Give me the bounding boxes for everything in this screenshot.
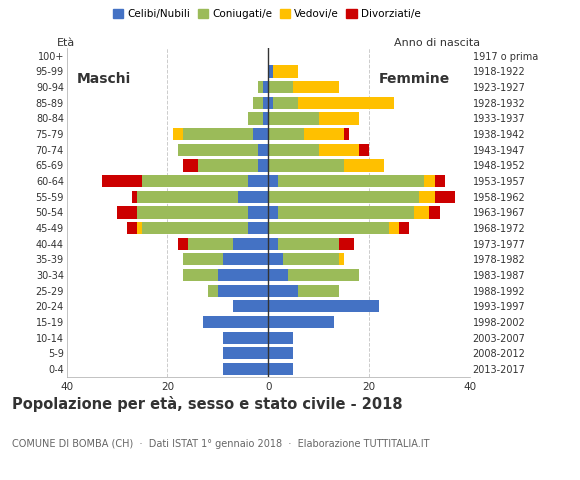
Bar: [268, 238, 278, 250]
Bar: [248, 175, 268, 187]
Bar: [137, 206, 248, 218]
Bar: [299, 285, 339, 297]
Bar: [223, 332, 268, 344]
Bar: [344, 159, 384, 171]
Bar: [268, 112, 318, 125]
Text: COMUNE DI BOMBA (CH)  ·  Dati ISTAT 1° gennaio 2018  ·  Elaborazione TUTTITALIA.: COMUNE DI BOMBA (CH) · Dati ISTAT 1° gen…: [12, 439, 429, 449]
Bar: [344, 128, 349, 140]
Bar: [268, 206, 278, 218]
Bar: [278, 206, 414, 218]
Bar: [253, 96, 263, 109]
Bar: [419, 191, 434, 203]
Bar: [117, 206, 137, 218]
Bar: [238, 191, 268, 203]
Bar: [268, 144, 318, 156]
Bar: [132, 191, 137, 203]
Bar: [233, 238, 268, 250]
Bar: [183, 128, 253, 140]
Bar: [233, 300, 268, 312]
Bar: [339, 253, 344, 265]
Bar: [218, 285, 268, 297]
Bar: [183, 159, 198, 171]
Bar: [127, 222, 137, 234]
Bar: [268, 159, 344, 171]
Bar: [268, 128, 303, 140]
Bar: [429, 206, 440, 218]
Bar: [253, 128, 268, 140]
Bar: [198, 159, 258, 171]
Bar: [268, 285, 299, 297]
Bar: [223, 363, 268, 375]
Bar: [258, 81, 263, 93]
Bar: [434, 191, 455, 203]
Bar: [248, 206, 268, 218]
Bar: [203, 316, 268, 328]
Bar: [318, 144, 359, 156]
Bar: [183, 269, 218, 281]
Bar: [137, 191, 238, 203]
Bar: [318, 112, 359, 125]
Bar: [284, 253, 339, 265]
Bar: [142, 175, 248, 187]
Bar: [268, 363, 293, 375]
Bar: [278, 238, 339, 250]
Bar: [183, 253, 223, 265]
Bar: [248, 222, 268, 234]
Text: Maschi: Maschi: [77, 72, 131, 86]
Bar: [268, 300, 379, 312]
Bar: [268, 269, 288, 281]
Bar: [268, 332, 293, 344]
Bar: [258, 159, 268, 171]
Bar: [425, 175, 434, 187]
Bar: [218, 269, 268, 281]
Bar: [142, 222, 248, 234]
Bar: [268, 96, 273, 109]
Bar: [359, 144, 369, 156]
Bar: [248, 112, 263, 125]
Bar: [223, 253, 268, 265]
Bar: [137, 222, 142, 234]
Bar: [389, 222, 399, 234]
Bar: [434, 175, 445, 187]
Bar: [273, 96, 299, 109]
Bar: [268, 65, 273, 78]
Bar: [339, 238, 354, 250]
Bar: [268, 222, 389, 234]
Bar: [303, 128, 344, 140]
Bar: [268, 253, 284, 265]
Bar: [414, 206, 429, 218]
Bar: [188, 238, 233, 250]
Bar: [273, 65, 299, 78]
Bar: [177, 144, 258, 156]
Bar: [299, 96, 394, 109]
Bar: [268, 191, 419, 203]
Bar: [268, 175, 278, 187]
Text: Popolazione per età, sesso e stato civile - 2018: Popolazione per età, sesso e stato civil…: [12, 396, 402, 412]
Bar: [177, 238, 188, 250]
Bar: [268, 81, 293, 93]
Bar: [258, 144, 268, 156]
Text: Età: Età: [57, 38, 75, 48]
Bar: [268, 347, 293, 360]
Bar: [263, 112, 268, 125]
Bar: [293, 81, 339, 93]
Bar: [223, 347, 268, 360]
Text: Femmine: Femmine: [379, 72, 450, 86]
Bar: [172, 128, 183, 140]
Bar: [278, 175, 425, 187]
Bar: [268, 316, 334, 328]
Text: Anno di nascita: Anno di nascita: [394, 38, 480, 48]
Bar: [263, 81, 268, 93]
Legend: Celibi/Nubili, Coniugati/e, Vedovi/e, Divorziati/e: Celibi/Nubili, Coniugati/e, Vedovi/e, Di…: [109, 5, 425, 24]
Bar: [288, 269, 359, 281]
Bar: [102, 175, 142, 187]
Bar: [399, 222, 409, 234]
Bar: [263, 96, 268, 109]
Bar: [208, 285, 218, 297]
